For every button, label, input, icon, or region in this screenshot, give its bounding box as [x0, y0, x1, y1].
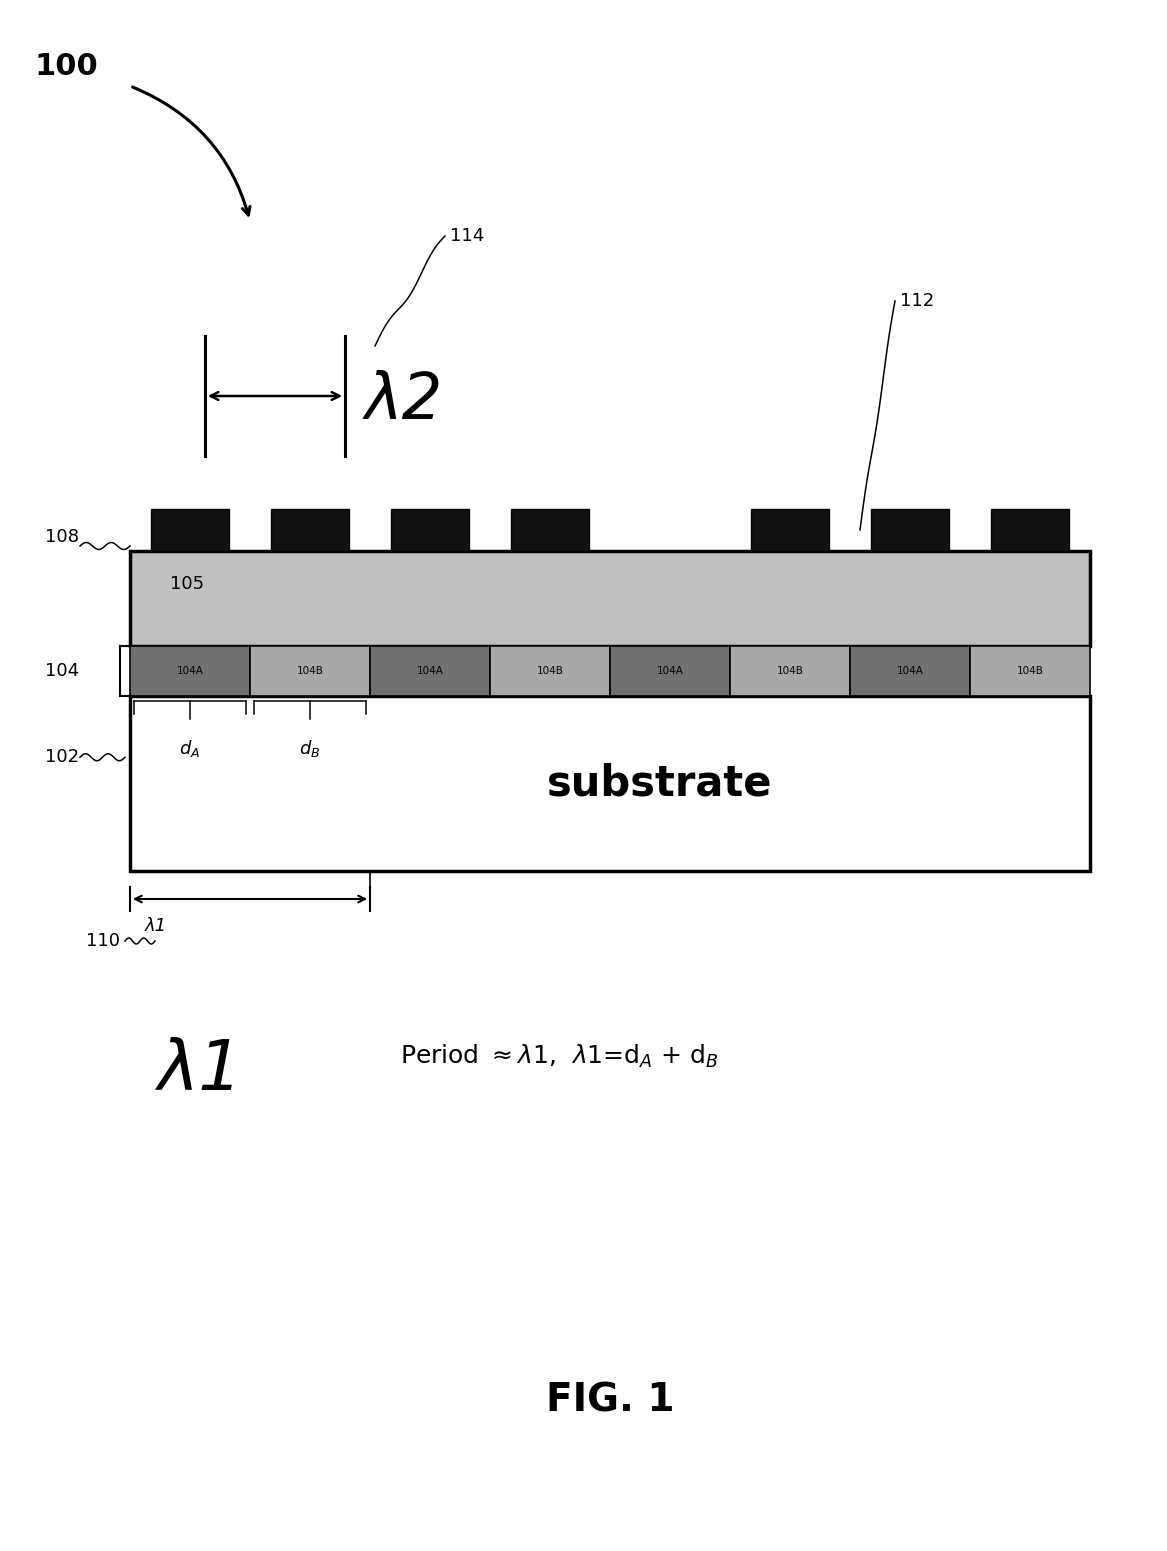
Text: 104A: 104A [896, 665, 923, 676]
Text: Period $\approx\lambda$1,  $\lambda$1=d$_A$ + d$_B$: Period $\approx\lambda$1, $\lambda$1=d$_… [400, 1042, 719, 1070]
Text: 104A: 104A [176, 665, 203, 676]
Text: 104B: 104B [776, 665, 803, 676]
Text: 112: 112 [900, 292, 935, 310]
Bar [151, 509, 229, 551]
Bar [391, 509, 469, 551]
Text: 105: 105 [170, 575, 204, 592]
Text: substrate: substrate [547, 763, 773, 805]
Text: 108: 108 [46, 527, 79, 546]
Bar [370, 647, 490, 696]
Text: 104A: 104A [417, 665, 443, 676]
Bar [271, 509, 349, 551]
Text: 114: 114 [450, 226, 484, 245]
Bar [610, 647, 731, 696]
Text: λ1: λ1 [158, 1038, 243, 1104]
Text: 104B: 104B [537, 665, 564, 676]
Bar [511, 509, 589, 551]
Bar [490, 647, 610, 696]
Bar [250, 647, 370, 696]
Text: $d_B$: $d_B$ [300, 738, 321, 758]
Bar [970, 647, 1090, 696]
Bar [130, 696, 1090, 872]
Bar [130, 551, 1090, 647]
Bar [871, 509, 949, 551]
Bar [731, 647, 850, 696]
Bar [130, 647, 250, 696]
Bar [850, 647, 970, 696]
Text: 110: 110 [86, 932, 120, 951]
Text: 104A: 104A [657, 665, 684, 676]
Text: λ1: λ1 [145, 917, 167, 935]
Text: λ2: λ2 [365, 371, 443, 433]
Text: 104B: 104B [1016, 665, 1043, 676]
Text: 104B: 104B [296, 665, 323, 676]
Text: 102: 102 [46, 748, 79, 766]
Text: 104: 104 [46, 662, 79, 679]
Bar [752, 509, 829, 551]
Text: 100: 100 [35, 51, 99, 81]
Text: $d_A$: $d_A$ [180, 738, 201, 758]
Text: FIG. 1: FIG. 1 [546, 1382, 675, 1421]
Bar [991, 509, 1069, 551]
